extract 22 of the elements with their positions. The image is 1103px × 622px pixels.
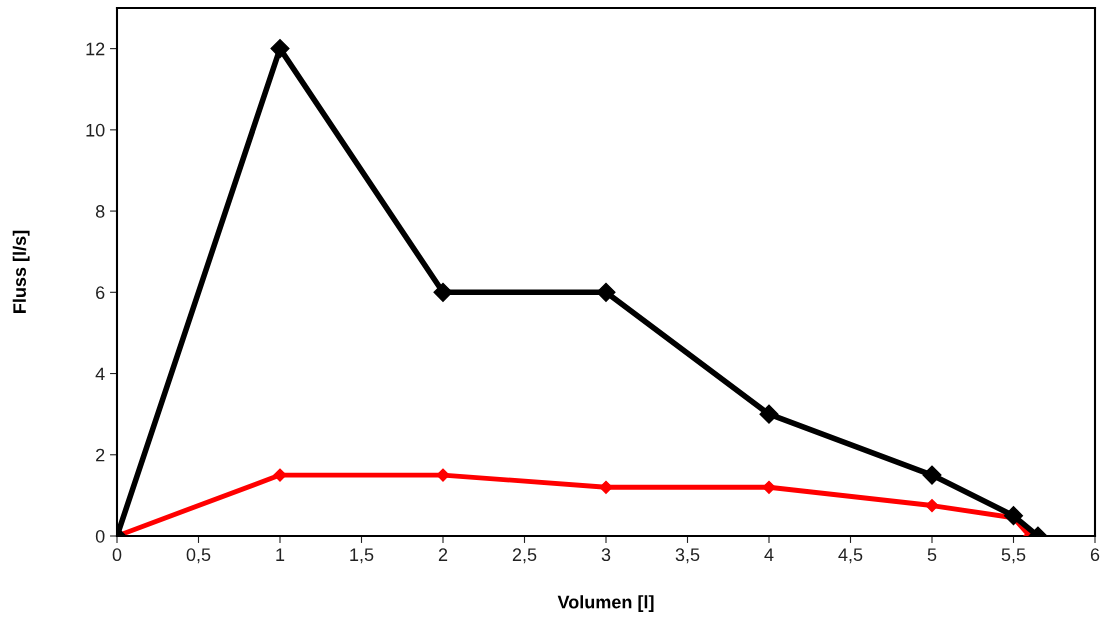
x-tick-label: 1 (276, 548, 285, 561)
x-tick-label: 1,5 (350, 548, 374, 564)
x-axis-title: Volumen [l] (557, 595, 654, 613)
x-tick-label: 3 (601, 548, 611, 562)
x-tick-label: 2 (438, 548, 448, 561)
x-tick-label: 4 (764, 548, 774, 561)
y-tick-label: 12 (86, 42, 105, 56)
x-tick-label: 6 (1090, 548, 1100, 562)
x-tick-label: 2,5 (512, 548, 537, 564)
x-tick-label: 4,5 (838, 548, 863, 564)
x-tick-label: 0 (112, 548, 122, 562)
x-tick-label: 5 (927, 548, 937, 562)
y-tick-label: 2 (96, 448, 105, 462)
x-tick-label: 5,5 (1001, 548, 1026, 564)
y-tick-label: 8 (95, 205, 105, 218)
y-tick-label: 10 (86, 123, 105, 137)
x-tick-label: 0,5 (186, 548, 211, 564)
y-tick-label: 4 (95, 367, 105, 381)
y-tick-label: 0 (95, 529, 105, 543)
y-tick-label: 6 (96, 286, 105, 300)
y-axis-title: Fluss [l/s] (12, 230, 30, 313)
x-tick-label: 3,5 (675, 548, 700, 564)
